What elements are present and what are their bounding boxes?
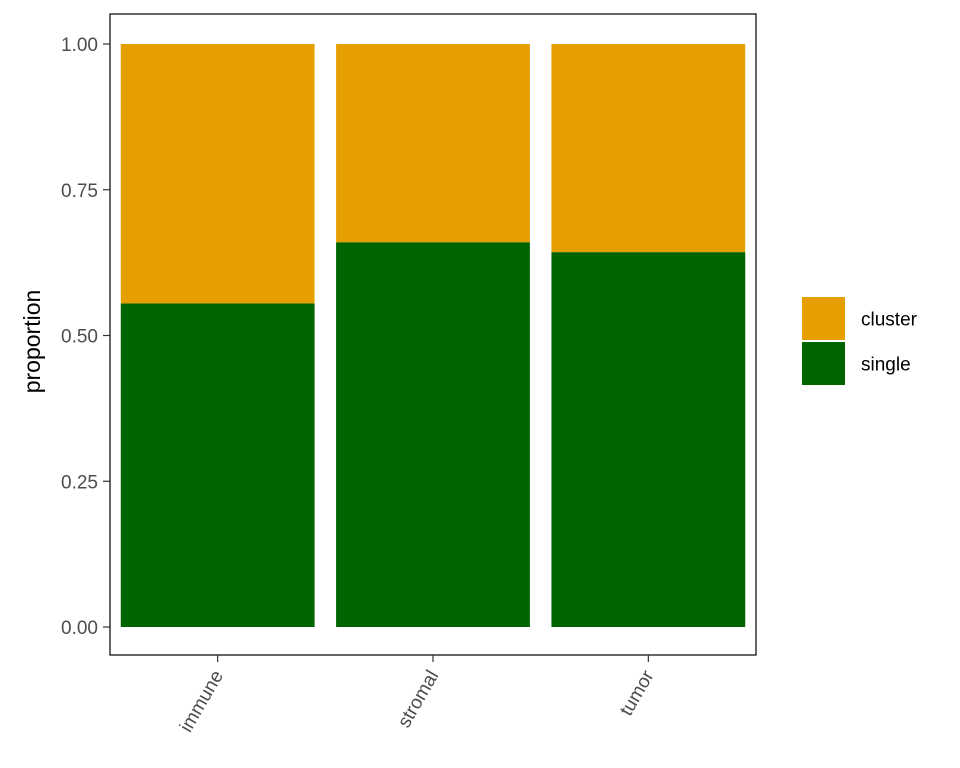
bar-cluster-immune [120,44,315,304]
legend-label-single: single [861,355,911,376]
bars-group [120,44,746,628]
legend-key-cluster [802,297,845,340]
y-tick-label: 0.50 [61,327,98,348]
y-axis: 0.00 0.25 0.50 0.75 1.00 [61,35,110,639]
y-tick-label: 0.75 [61,181,98,202]
y-tick-label: 0.00 [61,618,98,639]
legend-key-single [802,342,845,385]
y-tick-label: 1.00 [61,35,98,56]
bar-single-stromal [336,242,530,627]
y-tick-label: 0.25 [61,472,98,493]
bar-cluster-tumor [551,44,746,253]
legend: cluster single [802,297,918,385]
y-axis-title: proportion [19,290,45,394]
bar-cluster-stromal [336,44,530,243]
legend-label-cluster: cluster [861,310,918,331]
bar-single-immune [120,303,315,627]
bar-single-tumor [551,252,746,628]
